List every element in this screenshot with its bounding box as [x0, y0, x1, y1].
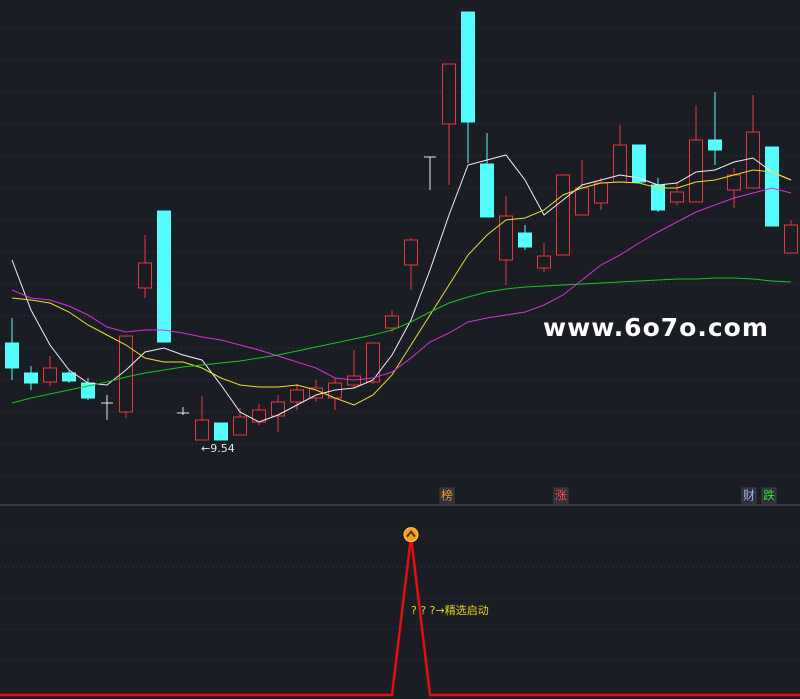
marker-box	[553, 487, 569, 504]
candle-body	[518, 232, 532, 248]
ma-line	[11, 187, 792, 381]
candle-body	[651, 184, 665, 211]
candle-body	[689, 139, 703, 203]
indicator-line	[0, 536, 800, 697]
candle-body	[670, 191, 684, 203]
candle-body	[138, 262, 152, 289]
candle-body	[119, 335, 133, 413]
candle-body	[290, 389, 304, 403]
ma-line	[11, 277, 792, 404]
marker: 榜	[441, 488, 453, 503]
marker-box	[439, 487, 455, 504]
candle-body	[5, 342, 19, 369]
marker: 财	[743, 489, 755, 503]
ma-line	[11, 154, 792, 423]
candle-body	[708, 139, 722, 151]
marker: 涨	[555, 488, 567, 503]
candle-body	[214, 422, 228, 441]
signal-label: ? ? ?→精选启动	[411, 604, 489, 617]
marker: 跌	[763, 488, 775, 503]
signal-chevron	[406, 530, 416, 538]
candle-body	[499, 215, 513, 261]
candle-body	[537, 255, 551, 269]
candle-body	[43, 367, 57, 383]
candle-body	[233, 416, 247, 436]
candle-body	[461, 11, 475, 123]
candle-body	[727, 174, 741, 191]
candle-body	[404, 239, 418, 266]
candle-body	[575, 187, 589, 216]
marker-box	[761, 487, 777, 504]
candle-body	[480, 163, 494, 218]
candle-body	[24, 372, 38, 384]
candle-body	[594, 182, 608, 204]
candle-body	[442, 63, 456, 125]
candle-body	[62, 372, 76, 382]
candle-body	[765, 146, 779, 227]
candle-body	[271, 401, 285, 417]
ma-line	[11, 169, 792, 406]
candle-body	[632, 144, 646, 183]
candle-body	[195, 419, 209, 441]
candle-body	[556, 174, 570, 256]
candle-body	[366, 342, 380, 383]
candle-body	[385, 315, 399, 329]
watermark: www.6o7o.com	[543, 313, 769, 342]
marker-box	[741, 487, 757, 504]
signal-icon	[403, 527, 419, 543]
candle-body	[157, 210, 171, 343]
low-annotation: ←9.54	[201, 442, 235, 455]
candle-body	[746, 131, 760, 189]
candle-body	[784, 224, 798, 254]
